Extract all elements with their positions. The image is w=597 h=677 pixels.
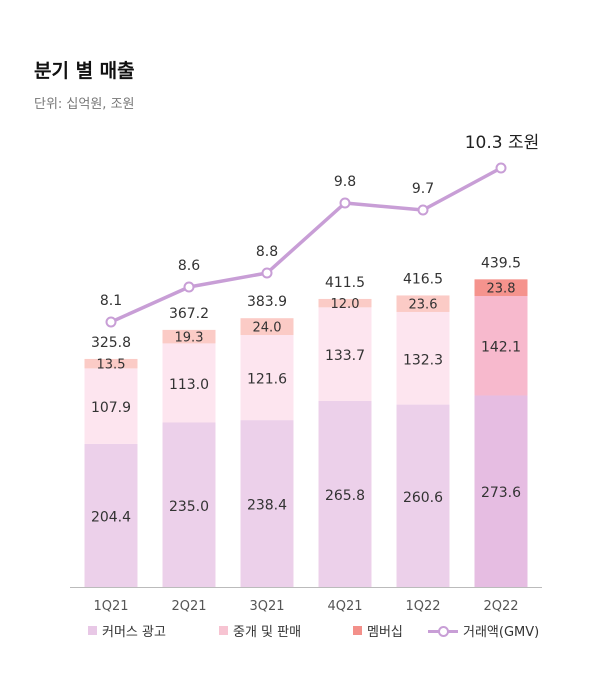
bar-segment-commerce-2q21 — [162, 422, 216, 587]
legend-item-commerce-ads: 커머스 광고 — [88, 621, 166, 640]
data-label-membership-2q21: 19.3 — [175, 331, 204, 346]
bar-segment-membership-2q21 — [162, 329, 216, 344]
gmv-point-4q21 — [339, 197, 351, 209]
data-label-membership-1q21: 13.5 — [97, 358, 126, 373]
gmv-point-3q21 — [261, 267, 273, 279]
data-label-membership-2q22: 23.8 — [487, 282, 516, 297]
bar-segment-membership-3q21 — [240, 318, 294, 335]
legend-item-brokerage: 중개 및 판매 — [219, 621, 301, 640]
legend-label-gmv: 거래액(GMV) — [463, 625, 540, 640]
legend-label-membership: 멤버십 — [367, 625, 403, 640]
bar-segment-membership-4q21 — [318, 298, 372, 308]
legend-label-brokerage: 중개 및 판매 — [233, 625, 302, 640]
gmv-point-1q21 — [105, 316, 117, 328]
x-tick-label-4q21: 4Q21 — [327, 599, 362, 614]
data-label-membership-1q22: 23.6 — [409, 298, 438, 313]
bar-segment-brokerage-2q21 — [162, 343, 216, 423]
revenue-chart: 204.4 107.9 13.5 325.8 1Q21 235.0 113.0 19.3 367… — [70, 133, 542, 614]
gmv-label-1q22: 9.7 — [412, 181, 434, 197]
data-label-commerce-4q21: 265.8 — [325, 488, 365, 504]
data-label-commerce-1q22: 260.6 — [403, 490, 443, 506]
gmv-label-3q21: 8.8 — [256, 244, 278, 260]
legend-item-gmv: 거래액(GMV) — [428, 621, 539, 640]
data-label-commerce-2q21: 235.0 — [169, 499, 209, 515]
bar-segment-brokerage-1q21 — [84, 368, 138, 444]
legend-swatch-membership — [353, 626, 362, 635]
data-label-brokerage-1q21: 107.9 — [91, 400, 131, 416]
gmv-label-1q21: 8.1 — [100, 293, 122, 309]
bar-segment-brokerage-2q22 — [474, 296, 528, 396]
bar-segment-brokerage-3q21 — [240, 335, 294, 421]
gmv-label-4q21: 9.8 — [334, 174, 356, 190]
chart-unit-note: 단위: 십억원, 조원 — [34, 97, 135, 112]
bar-segment-membership-1q21 — [84, 358, 138, 369]
x-tick-label-2q21: 2Q21 — [171, 599, 206, 614]
bar-segment-commerce-3q21 — [240, 420, 294, 587]
bar-segment-membership-1q22 — [396, 295, 450, 312]
data-label-commerce-3q21: 238.4 — [247, 498, 287, 514]
legend-swatch-commerce-ads — [88, 626, 97, 635]
total-label-1q22: 416.5 — [403, 271, 443, 287]
gmv-line — [110, 166, 502, 324]
gmv-label-2q22: 10.3 조원 — [465, 133, 540, 153]
x-tick-label-1q22: 1Q22 — [405, 599, 440, 614]
legend-line-gmv-icon — [428, 625, 458, 637]
data-label-brokerage-3q21: 121.6 — [247, 372, 287, 388]
data-label-membership-3q21: 24.0 — [253, 321, 282, 336]
chart-title: 분기 별 매출 — [34, 60, 135, 82]
legend-swatch-brokerage — [219, 626, 228, 635]
total-label-2q22: 439.5 — [481, 255, 521, 271]
data-label-brokerage-1q22: 132.3 — [403, 352, 443, 368]
bar-segment-brokerage-1q22 — [396, 311, 450, 405]
bar-segment-commerce-4q21 — [318, 400, 372, 587]
x-tick-label-1q21: 1Q21 — [93, 599, 128, 614]
x-tick-label-3q21: 3Q21 — [249, 599, 284, 614]
gmv-point-2q22 — [495, 162, 507, 174]
bar-segment-commerce-2q22 — [474, 395, 528, 587]
data-label-brokerage-4q21: 133.7 — [325, 348, 365, 364]
legend-label-commerce-ads: 커머스 광고 — [102, 625, 166, 640]
total-label-3q21: 383.9 — [247, 294, 287, 310]
bar-segment-commerce-1q21 — [84, 443, 138, 587]
data-label-membership-4q21: 12.0 — [331, 297, 360, 312]
total-label-1q21: 325.8 — [91, 335, 131, 351]
data-label-commerce-1q21: 204.4 — [91, 509, 131, 525]
total-label-2q21: 367.2 — [169, 306, 209, 322]
data-label-brokerage-2q21: 113.0 — [169, 377, 209, 393]
gmv-point-2q21 — [183, 281, 195, 293]
chart-legend: 커머스 광고 중개 및 판매 멤버십 거래액(GMV) — [0, 621, 597, 643]
bar-segment-membership-2q22 — [474, 279, 528, 297]
bar-segment-brokerage-4q21 — [318, 307, 372, 401]
total-label-4q21: 411.5 — [325, 275, 365, 291]
data-label-commerce-2q22: 273.6 — [481, 485, 521, 501]
gmv-point-1q22 — [417, 204, 429, 216]
bar-segment-commerce-1q22 — [396, 404, 450, 587]
legend-item-membership: 멤버십 — [353, 621, 403, 640]
data-label-brokerage-2q22: 142.1 — [481, 340, 521, 356]
x-tick-label-2q22: 2Q22 — [483, 599, 518, 614]
gmv-label-2q21: 8.6 — [178, 258, 200, 274]
